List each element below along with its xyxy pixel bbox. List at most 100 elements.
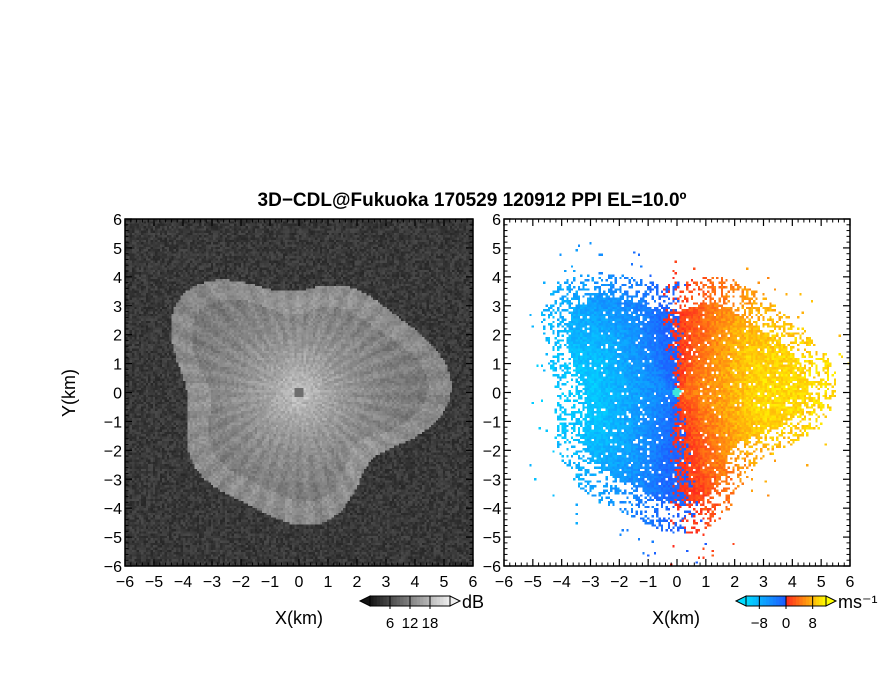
colorbar-swatch	[426, 596, 431, 606]
colorbar-max-arrow	[449, 595, 462, 607]
colorbar-swatch	[822, 596, 827, 606]
colorbar-swatch	[380, 596, 384, 606]
x-tick-label: 4	[411, 574, 420, 591]
y-tick-label: −5	[483, 530, 501, 547]
y-tick-label: −3	[104, 472, 122, 489]
reflectivity-colorbar-unit: dB	[462, 592, 484, 612]
y-tick-label: 3	[113, 299, 122, 316]
colorbar-swatch	[393, 596, 398, 606]
reflectivity-ticks: −6 −5 −4 −3 −2 −1 0 1 2 3 4 5 6 −6 −5 −4 −3 −2 −1 0 1 2 3 4 5 6	[104, 212, 478, 591]
velocity-panel: −6 −5 −4 −3 −2 −1 0 1 2 3 4 5 6 −6 −5 −4 −3 −2 −1 0 1 2 3 4 5 6	[483, 212, 855, 591]
colorbar-swatch	[376, 596, 381, 606]
reflectivity-panel: −6 −5 −4 −3 −2 −1 0 1 2 3 4 5 6 −6 −5 −4 −3 −2 −1 0 1 2 3 4 5 6	[104, 212, 478, 591]
colorbar-swatch	[443, 596, 448, 606]
colorbar-swatch	[776, 596, 780, 606]
colorbar-swatch	[416, 596, 421, 606]
y-tick-label: 5	[492, 241, 501, 258]
x-axis-label-left: X(km)	[275, 608, 323, 628]
y-tick-label: 1	[113, 357, 122, 374]
colorbar-swatch	[752, 596, 757, 606]
colorbar-min-arrow	[358, 595, 371, 607]
x-tick-label: −1	[639, 574, 657, 591]
colorbar-swatch	[386, 596, 391, 606]
x-tick-label: 4	[788, 574, 797, 591]
chart-title: 3D−CDL@Fukuoka 170529 120912 PPI EL=10.0…	[258, 190, 687, 211]
y-tick-label: 0	[113, 386, 122, 403]
colorbar-max-arrow	[825, 595, 838, 607]
x-tick-label: −2	[232, 574, 250, 591]
colorbar-swatch	[403, 596, 408, 606]
colorbar-tick-label: 6	[386, 615, 394, 632]
x-tick-label: −2	[610, 574, 628, 591]
x-tick-label: 6	[846, 574, 855, 591]
colorbar-tick-label: 18	[422, 615, 439, 632]
x-tick-label: −3	[203, 574, 221, 591]
x-tick-label: −5	[145, 574, 163, 591]
colorbar-swatch	[816, 596, 820, 606]
y-tick-label: 0	[492, 386, 501, 403]
y-tick-label: 6	[492, 212, 501, 229]
y-tick-label: 3	[492, 299, 501, 316]
x-axis-label-right: X(km)	[652, 608, 700, 628]
colorbar-tick-label: 12	[402, 615, 419, 632]
x-tick-label: 1	[701, 574, 710, 591]
y-tick-label: −2	[483, 443, 501, 460]
velocity-field	[504, 219, 850, 566]
colorbar-swatch	[772, 596, 777, 606]
x-tick-label: 1	[324, 574, 333, 591]
colorbar-swatch	[802, 596, 807, 606]
colorbar-swatch	[749, 596, 754, 606]
colorbar-swatch	[809, 596, 814, 606]
colorbar-swatch	[433, 596, 438, 606]
reflectivity-field	[125, 219, 473, 566]
colorbar-swatch	[759, 596, 764, 606]
colorbar-min-arrow	[734, 595, 747, 607]
y-tick-label: 4	[113, 270, 122, 287]
colorbar-swatch	[819, 596, 824, 606]
colorbar-swatch	[746, 596, 750, 606]
x-tick-label: 0	[673, 574, 682, 591]
y-tick-label: 2	[492, 328, 501, 345]
colorbar-swatch	[420, 596, 424, 606]
colorbar-swatch	[779, 596, 784, 606]
colorbar-swatch	[766, 596, 770, 606]
colorbar-swatch	[440, 596, 444, 606]
colorbar-swatch	[400, 596, 404, 606]
colorbar-swatch	[413, 596, 418, 606]
colorbar-swatch	[812, 596, 817, 606]
colorbar-swatch	[390, 596, 394, 606]
y-tick-label: −1	[483, 414, 501, 431]
colorbar-swatch	[373, 596, 378, 606]
x-tick-label: 5	[440, 574, 449, 591]
x-tick-label: 3	[382, 574, 391, 591]
y-tick-label: 6	[113, 212, 122, 229]
colorbar-tick-label: 0	[782, 615, 790, 632]
y-tick-label: −6	[483, 559, 501, 576]
colorbar-swatch	[423, 596, 428, 606]
x-tick-label: −5	[524, 574, 542, 591]
x-tick-label: −4	[553, 574, 571, 591]
x-tick-label: 6	[469, 574, 478, 591]
colorbar-swatch	[396, 596, 401, 606]
colorbar-swatch	[806, 596, 810, 606]
x-tick-label: 0	[295, 574, 304, 591]
colorbar-swatch	[769, 596, 774, 606]
y-tick-label: −1	[104, 414, 122, 431]
colorbar-swatch	[782, 596, 787, 606]
y-tick-label: −5	[104, 530, 122, 547]
y-tick-label: 2	[113, 328, 122, 345]
velocity-ticks: −6 −5 −4 −3 −2 −1 0 1 2 3 4 5 6 −6 −5 −4 −3 −2 −1 0 1 2 3 4 5 6	[483, 212, 855, 591]
colorbar-swatch	[436, 596, 441, 606]
x-tick-label: 2	[730, 574, 739, 591]
colorbar-swatch	[406, 596, 411, 606]
colorbar-swatch	[786, 596, 790, 606]
x-tick-label: 2	[353, 574, 362, 591]
colorbar-swatch	[792, 596, 797, 606]
colorbar-swatch	[799, 596, 804, 606]
x-tick-label: −3	[581, 574, 599, 591]
y-tick-label: 4	[492, 270, 501, 287]
reflectivity-colorbar: 6 12 18	[358, 595, 462, 632]
x-tick-label: −6	[495, 574, 513, 591]
colorbar-swatch	[789, 596, 794, 606]
